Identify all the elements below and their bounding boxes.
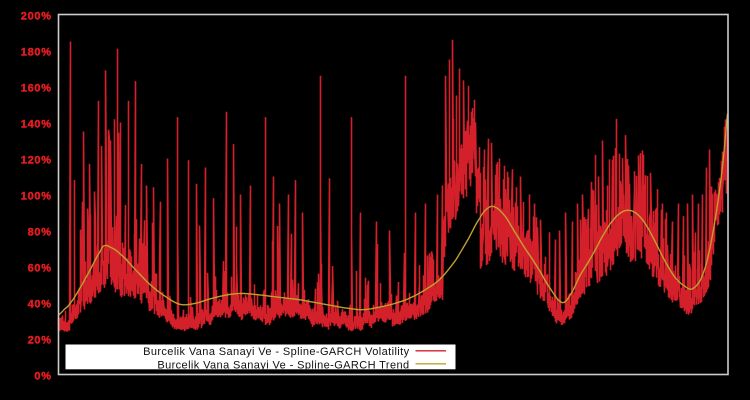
svg-text:40%: 40% (28, 299, 52, 311)
svg-text:80%: 80% (28, 227, 52, 239)
svg-text:120%: 120% (21, 155, 52, 167)
svg-text:160%: 160% (21, 83, 52, 95)
svg-text:20%: 20% (28, 335, 52, 347)
svg-text:100%: 100% (21, 191, 52, 203)
svg-text:140%: 140% (21, 119, 52, 131)
svg-text:60%: 60% (28, 263, 52, 275)
svg-text:200%: 200% (21, 11, 52, 23)
svg-text:180%: 180% (21, 47, 52, 59)
svg-text:Burcelik Vana Sanayi Ve - Spli: Burcelik Vana Sanayi Ve - Spline-GARCH T… (157, 359, 409, 371)
svg-text:Burcelik Vana Sanayi Ve - Spli: Burcelik Vana Sanayi Ve - Spline-GARCH V… (143, 346, 409, 358)
svg-text:0%: 0% (34, 371, 51, 383)
